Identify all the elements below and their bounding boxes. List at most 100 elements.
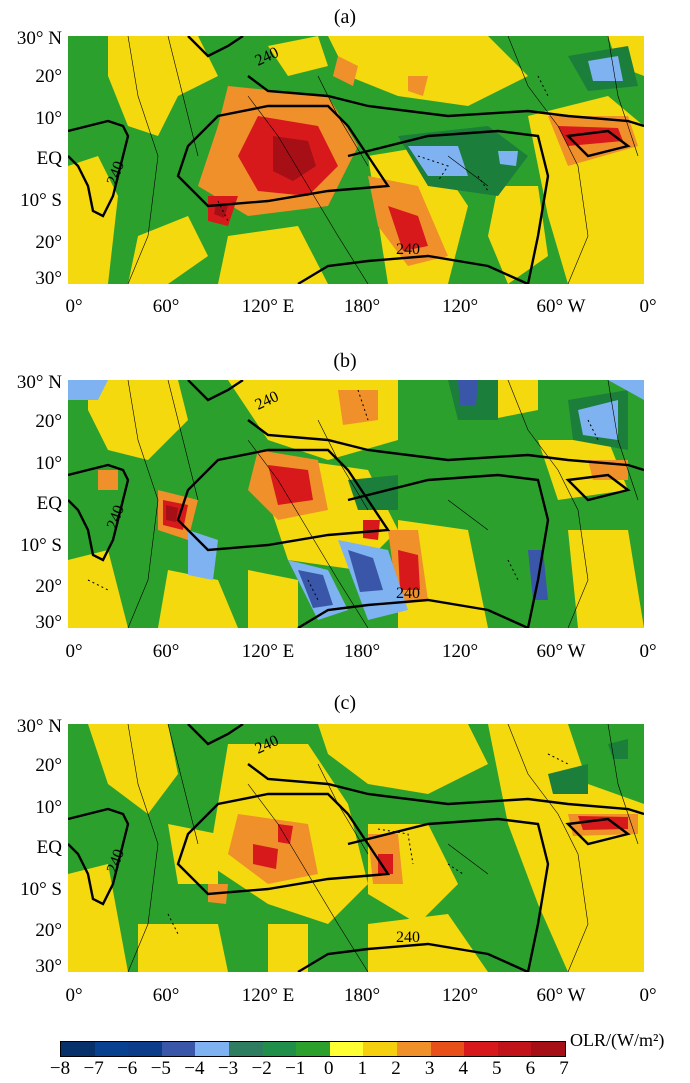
light-blue-region	[408, 56, 623, 176]
dark-green-region	[348, 380, 628, 510]
colorbar-segment	[531, 1042, 565, 1056]
red-region	[208, 116, 623, 251]
colorbar-segment	[464, 1042, 498, 1056]
colorbar-tick-label: 3	[424, 1058, 435, 1079]
y-tick: 20°	[35, 232, 62, 253]
x-tick: 120° E	[241, 641, 295, 662]
colorbar-segment	[262, 1042, 297, 1056]
colorbar-tick-label: −3	[217, 1058, 239, 1079]
y-tick: 30° N	[16, 716, 62, 737]
yellow-region-2	[168, 824, 308, 972]
colorbar-segment	[497, 1042, 532, 1056]
y-tick: 10° S	[20, 879, 62, 900]
y-tick: 10°	[35, 108, 62, 129]
contour-240	[68, 724, 644, 972]
dotted-contour	[87, 389, 599, 601]
x-tick: 120°	[441, 985, 479, 1006]
x-tick: 60°	[152, 985, 180, 1006]
colorbar-segment	[161, 1042, 196, 1056]
y-tick: 20°	[35, 576, 62, 597]
map-svg: 240 240 240	[68, 380, 644, 628]
colorbar-tick-label: −7	[83, 1058, 104, 1079]
y-tick: 20°	[35, 66, 62, 87]
y-tick: 10° S	[20, 190, 62, 211]
yellow-region	[68, 36, 644, 284]
x-tick: 0°	[65, 641, 83, 662]
y-tick: 30° N	[16, 372, 62, 393]
colorbar-segment	[329, 1042, 364, 1056]
colorbar-segment	[430, 1042, 465, 1056]
y-tick: 10°	[35, 453, 62, 474]
colorbar-tick-label: 2	[391, 1058, 401, 1079]
dark-red-region	[166, 505, 178, 522]
colorbar-tick-label: 4	[458, 1058, 468, 1079]
contour-240	[68, 380, 644, 628]
yellow-region	[68, 724, 644, 972]
x-tick: 60° W	[536, 985, 586, 1006]
contour-240	[68, 36, 644, 284]
x-tick: 0°	[65, 296, 83, 317]
dotted-contour	[217, 75, 549, 222]
colorbar-unit-label: OLR/(W/m²)	[570, 1030, 665, 1050]
x-tick: 60°	[152, 296, 180, 317]
y-tick: 20°	[35, 755, 62, 776]
panel-label: (c)	[333, 692, 357, 714]
x-tick: 60°	[152, 641, 180, 662]
dark-green-region	[548, 739, 628, 794]
y-tick: 30° N	[16, 28, 62, 49]
colorbar-segment	[363, 1042, 397, 1056]
x-tick: 0°	[639, 641, 657, 662]
y-tick: 30°	[35, 612, 62, 633]
x-tick: 0°	[639, 296, 657, 317]
colorbar-tick-label: 7	[559, 1058, 569, 1079]
colorbar-tick-label: 1	[357, 1058, 368, 1079]
y-tick: 30°	[35, 268, 62, 289]
y-tick: 20°	[35, 920, 62, 941]
contour-label: 240	[396, 929, 420, 946]
yellow-region-2	[128, 36, 644, 284]
y-tick: EQ	[36, 493, 62, 514]
colorbar-segment	[61, 1042, 95, 1056]
olr-anomaly-map: 240 240 240	[68, 36, 644, 284]
map-svg: 240 240 240	[68, 36, 644, 284]
y-tick: 30°	[35, 956, 62, 977]
colorbar-segment	[296, 1042, 330, 1056]
colorbar-tick-label: 5	[492, 1058, 502, 1079]
contour-label: 240	[396, 241, 420, 258]
contour-label: 240	[396, 585, 420, 602]
x-tick: 0°	[65, 985, 83, 1006]
y-tick: EQ	[36, 837, 62, 858]
red-region	[163, 465, 420, 590]
x-tick: 60° W	[536, 296, 586, 317]
x-tick: 180°	[343, 296, 381, 317]
x-tick: 120°	[441, 641, 479, 662]
colorbar-tick-label: −2	[251, 1058, 272, 1079]
colorbar	[60, 1041, 566, 1057]
colorbar-tick-label: −5	[150, 1058, 171, 1079]
x-tick: 60° W	[536, 641, 586, 662]
olr-anomaly-map: 240 240 240	[68, 380, 644, 628]
colorbar-segment	[94, 1042, 129, 1056]
x-tick: 0°	[639, 985, 657, 1006]
x-tick: 180°	[343, 641, 381, 662]
colorbar-segment	[396, 1042, 431, 1056]
panel-label: (a)	[333, 6, 357, 28]
x-tick: 120° E	[241, 296, 295, 317]
y-tick: 10° S	[20, 535, 62, 556]
y-tick: 10°	[35, 797, 62, 818]
colorbar-tick-label: 6	[525, 1058, 536, 1079]
panel-label: (b)	[333, 350, 357, 372]
x-tick: 120° E	[241, 985, 295, 1006]
dotted-contour	[167, 753, 569, 935]
x-tick: 180°	[343, 985, 381, 1006]
colorbar-tick-label: −1	[285, 1058, 306, 1079]
colorbar-tick-label: −6	[117, 1058, 138, 1079]
colorbar-tick-label: −8	[49, 1058, 71, 1079]
olr-anomaly-map: 240 240 240	[68, 724, 644, 972]
colorbar-segment	[128, 1042, 162, 1056]
colorbar-segment	[228, 1042, 263, 1056]
colorbar-segment	[195, 1042, 229, 1056]
light-blue-region	[68, 380, 644, 620]
colorbar-tick-label: −4	[184, 1058, 205, 1079]
y-tick: 20°	[35, 411, 62, 432]
